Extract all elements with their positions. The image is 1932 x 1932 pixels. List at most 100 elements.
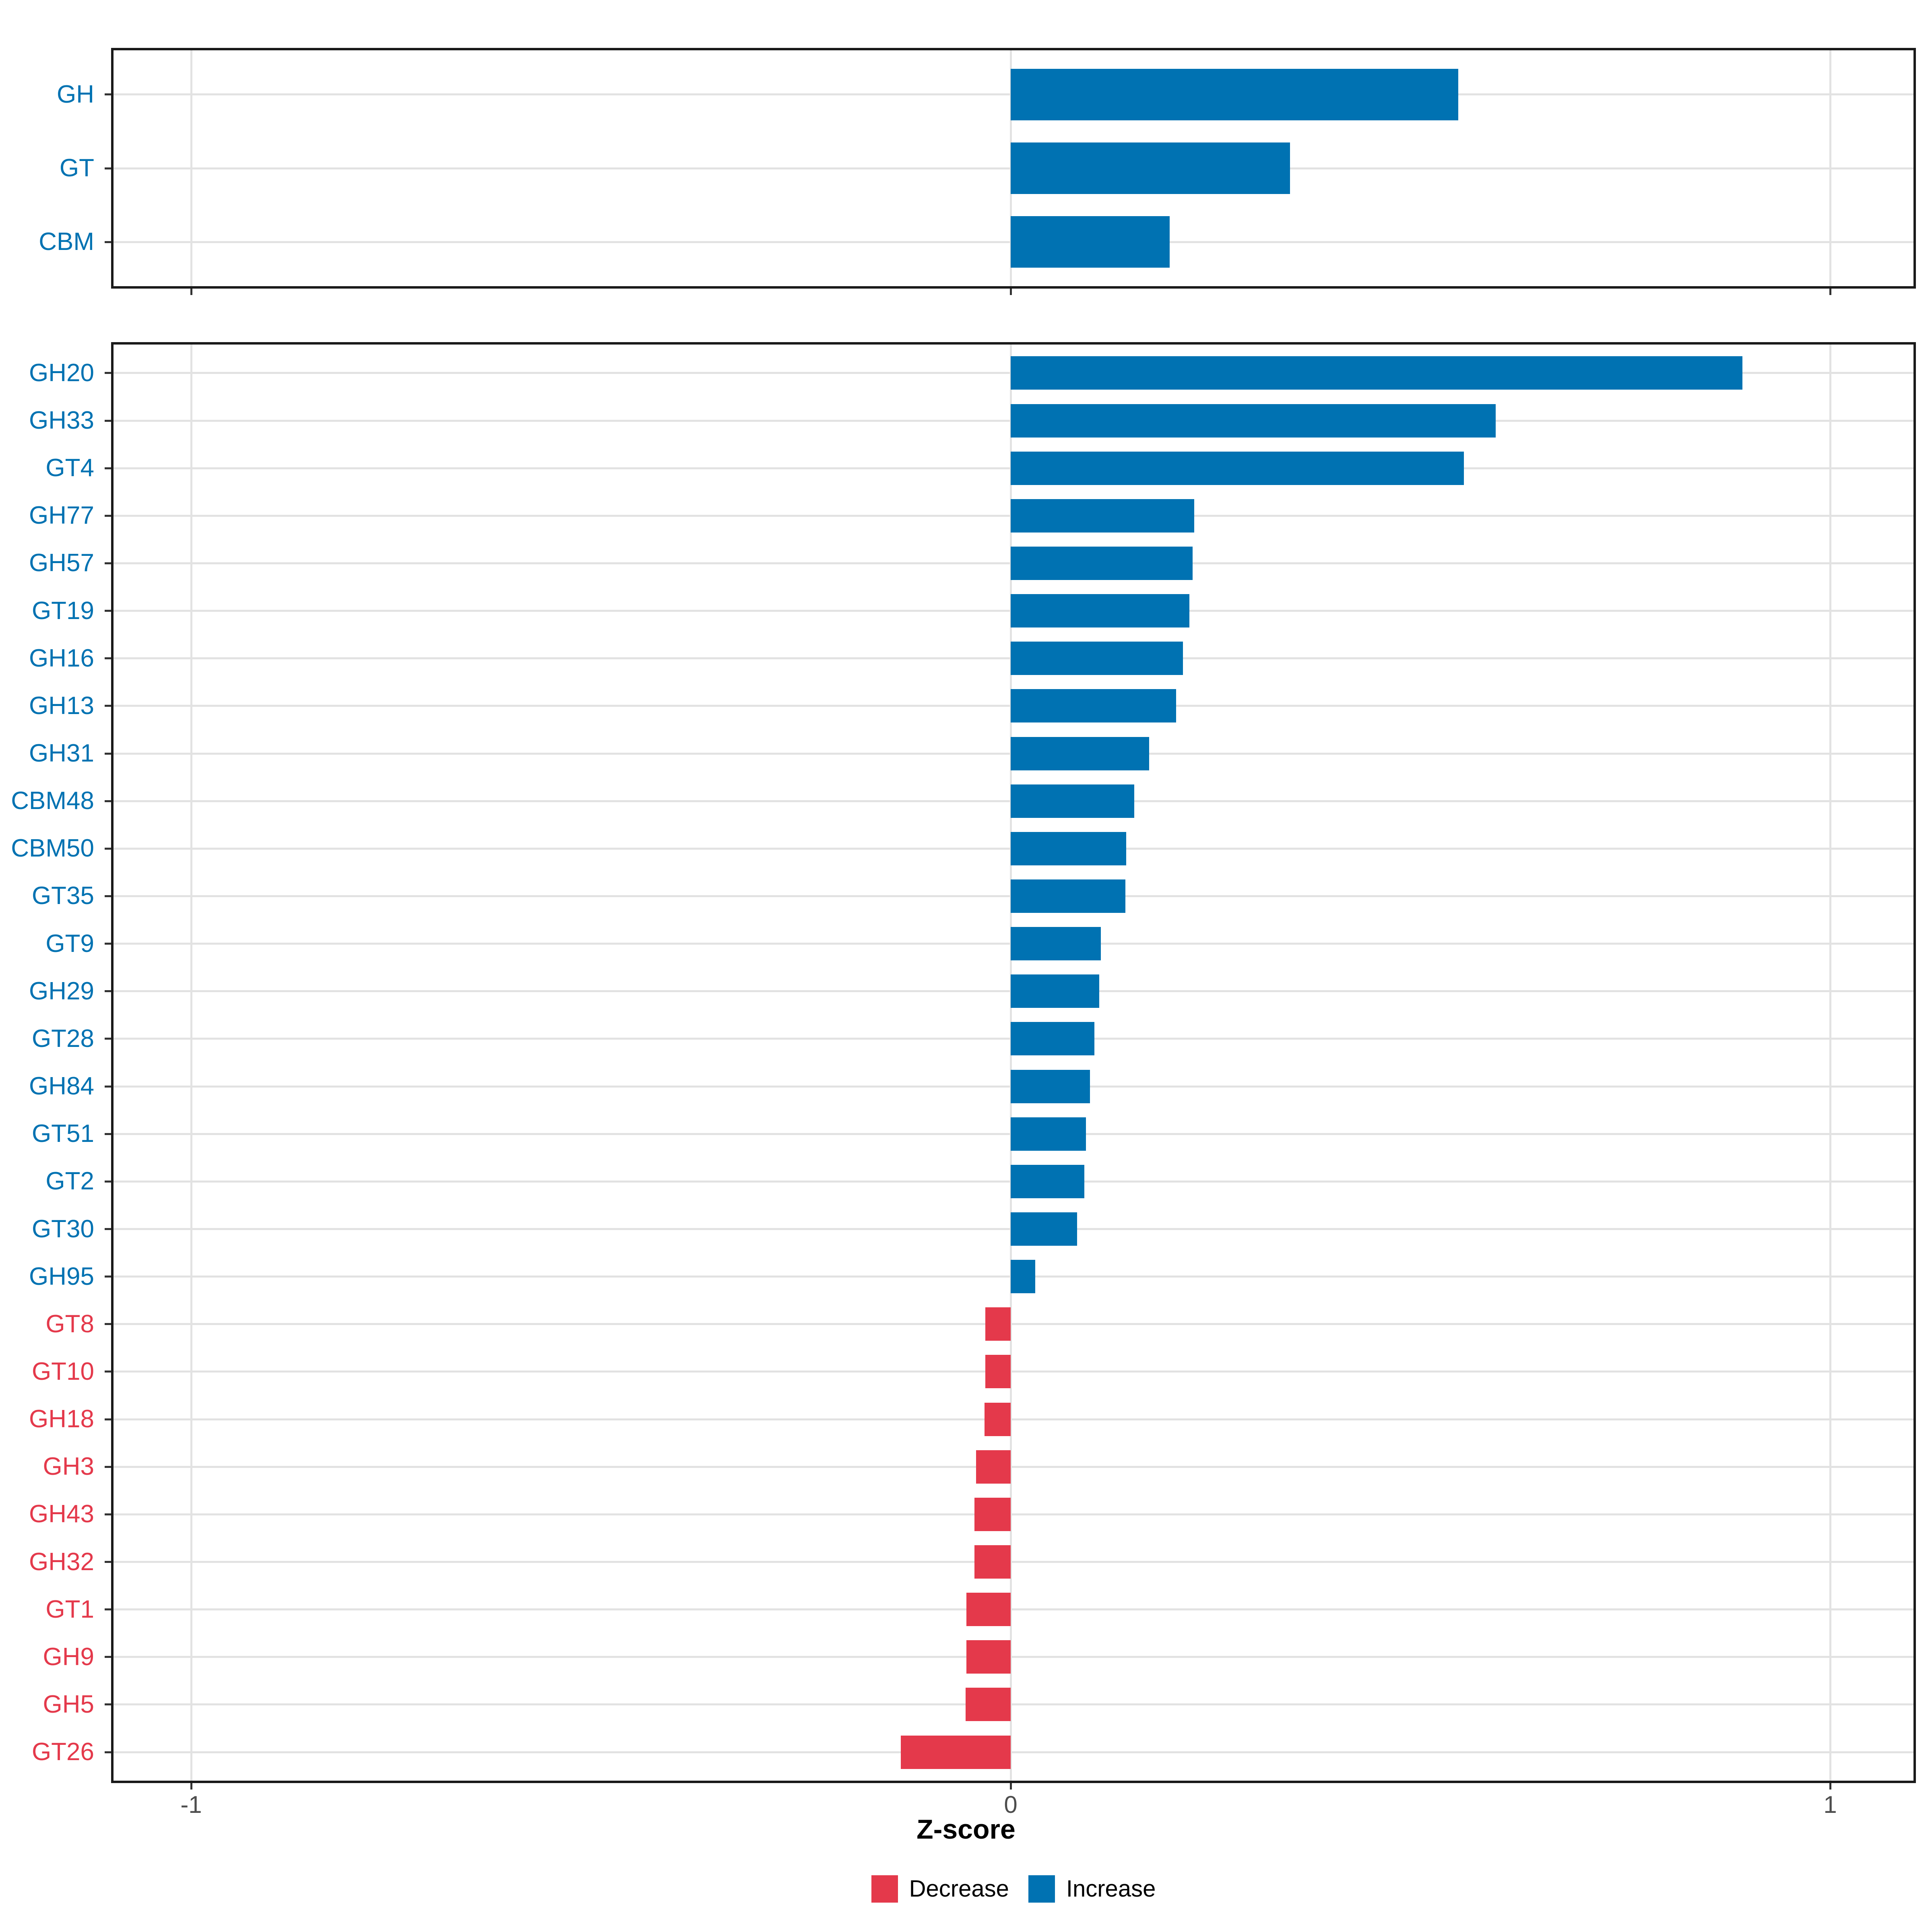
- y-tick-label-GT19: GT19: [31, 597, 94, 625]
- bar-GT35: [1011, 879, 1126, 913]
- cazyme-families-panel: [111, 342, 1916, 1783]
- y-tick-GH13: [105, 705, 111, 707]
- y-tick-label-GH84: GH84: [29, 1072, 94, 1100]
- legend-item-increase: Increase: [1028, 1875, 1156, 1903]
- bar-GT19: [1011, 594, 1189, 628]
- x-tick-0-panel0: [1009, 289, 1012, 295]
- x-tick--1-panel1: [190, 1783, 192, 1790]
- bar-GT9: [1011, 927, 1101, 961]
- gridline-y-GH43: [114, 1513, 1913, 1515]
- y-tick-GH: [105, 93, 111, 96]
- y-tick-label-GH43: GH43: [29, 1500, 94, 1528]
- gridline-y-GH3: [114, 1466, 1913, 1468]
- bar-GH: [1011, 68, 1458, 120]
- bar-GH13: [1011, 689, 1177, 723]
- legend-label-increase: Increase: [1066, 1876, 1156, 1902]
- bar-GT10: [985, 1355, 1011, 1389]
- bar-GT4: [1011, 451, 1464, 485]
- bar-GH16: [1011, 642, 1183, 675]
- gridline-y-GH5: [114, 1703, 1913, 1706]
- y-tick-GT28: [105, 1038, 111, 1040]
- bar-CBM48: [1011, 784, 1135, 818]
- y-tick-GT10: [105, 1371, 111, 1373]
- y-tick-GT35: [105, 895, 111, 897]
- bar-GH5: [966, 1688, 1011, 1721]
- y-tick-label-GH57: GH57: [29, 549, 94, 577]
- bar-GH77: [1011, 499, 1195, 533]
- y-tick-label-GH13: GH13: [29, 691, 94, 720]
- cazyme-classes-panel: [111, 48, 1916, 289]
- x-tick--1-panel0: [190, 289, 192, 295]
- y-tick-label-GT10: GT10: [31, 1357, 94, 1385]
- y-tick-label-GT9: GT9: [45, 929, 94, 958]
- y-tick-GH57: [105, 562, 111, 564]
- y-tick-label-GT2: GT2: [45, 1167, 94, 1195]
- x-tick-1-panel0: [1829, 289, 1831, 295]
- gridline-y-GT26: [114, 1751, 1913, 1753]
- legend: Decrease Increase: [111, 1872, 1916, 1906]
- y-tick-GT4: [105, 467, 111, 469]
- gridline-y-GH18: [114, 1418, 1913, 1420]
- y-tick-label-CBM50: CBM50: [11, 834, 94, 863]
- y-tick-label-GT4: GT4: [45, 454, 94, 482]
- x-tick-label-0: 0: [1004, 1791, 1018, 1818]
- y-tick-GH3: [105, 1466, 111, 1468]
- bar-GH18: [984, 1402, 1011, 1436]
- gridline-y-GH32: [114, 1561, 1913, 1563]
- y-tick-GH31: [105, 752, 111, 755]
- y-tick-GH32: [105, 1561, 111, 1563]
- y-tick-GT: [105, 167, 111, 169]
- increase-swatch-icon: [1028, 1875, 1055, 1903]
- y-tick-GH95: [105, 1276, 111, 1278]
- bar-GT2: [1011, 1164, 1085, 1198]
- gridline-x-1: [1829, 345, 1831, 1781]
- y-tick-label-GT30: GT30: [31, 1215, 94, 1243]
- y-tick-label-GT26: GT26: [31, 1738, 94, 1766]
- legend-item-decrease: Decrease: [871, 1875, 1009, 1903]
- bar-GH84: [1011, 1069, 1090, 1103]
- x-tick-label--1: -1: [180, 1791, 202, 1818]
- y-tick-GT2: [105, 1180, 111, 1183]
- bar-GT: [1011, 142, 1290, 194]
- y-tick-GH33: [105, 419, 111, 422]
- y-tick-GH84: [105, 1085, 111, 1088]
- y-tick-GH29: [105, 990, 111, 993]
- y-tick-label-GH: GH: [57, 80, 94, 108]
- y-tick-label-GT: GT: [59, 154, 94, 182]
- x-tick-0-panel1: [1009, 1783, 1012, 1790]
- decrease-swatch-icon: [871, 1875, 898, 1903]
- y-tick-label-GH32: GH32: [29, 1548, 94, 1576]
- bar-GH33: [1011, 404, 1496, 438]
- y-tick-GT9: [105, 943, 111, 945]
- y-tick-label-GH77: GH77: [29, 502, 94, 530]
- gridline-y-GT10: [114, 1371, 1913, 1373]
- y-tick-label-GT51: GT51: [31, 1120, 94, 1148]
- gridline-y-GH9: [114, 1656, 1913, 1658]
- bar-GH32: [974, 1545, 1011, 1579]
- x-tick-1-panel1: [1829, 1783, 1831, 1790]
- bar-GH43: [974, 1497, 1011, 1531]
- y-tick-label-GH20: GH20: [29, 359, 94, 387]
- y-tick-GT19: [105, 610, 111, 612]
- bar-GH95: [1011, 1260, 1036, 1294]
- gridline-y-GT8: [114, 1323, 1913, 1325]
- bar-GT30: [1011, 1212, 1077, 1246]
- y-tick-label-GH3: GH3: [43, 1453, 94, 1481]
- y-tick-GT30: [105, 1228, 111, 1230]
- y-tick-label-GH9: GH9: [43, 1643, 94, 1671]
- y-tick-label-GH95: GH95: [29, 1262, 94, 1290]
- bar-CBM50: [1011, 832, 1127, 865]
- y-tick-label-GH16: GH16: [29, 644, 94, 672]
- x-tick-label-1: 1: [1823, 1791, 1837, 1818]
- legend-label-decrease: Decrease: [909, 1876, 1009, 1902]
- y-tick-label-GH29: GH29: [29, 977, 94, 1005]
- bar-GH57: [1011, 546, 1193, 580]
- bar-GH9: [966, 1640, 1011, 1674]
- y-tick-label-GT35: GT35: [31, 882, 94, 910]
- bar-GH31: [1011, 737, 1150, 770]
- y-tick-GT26: [105, 1751, 111, 1753]
- y-tick-CBM50: [105, 847, 111, 850]
- bar-GT28: [1011, 1022, 1094, 1056]
- y-tick-GH20: [105, 372, 111, 374]
